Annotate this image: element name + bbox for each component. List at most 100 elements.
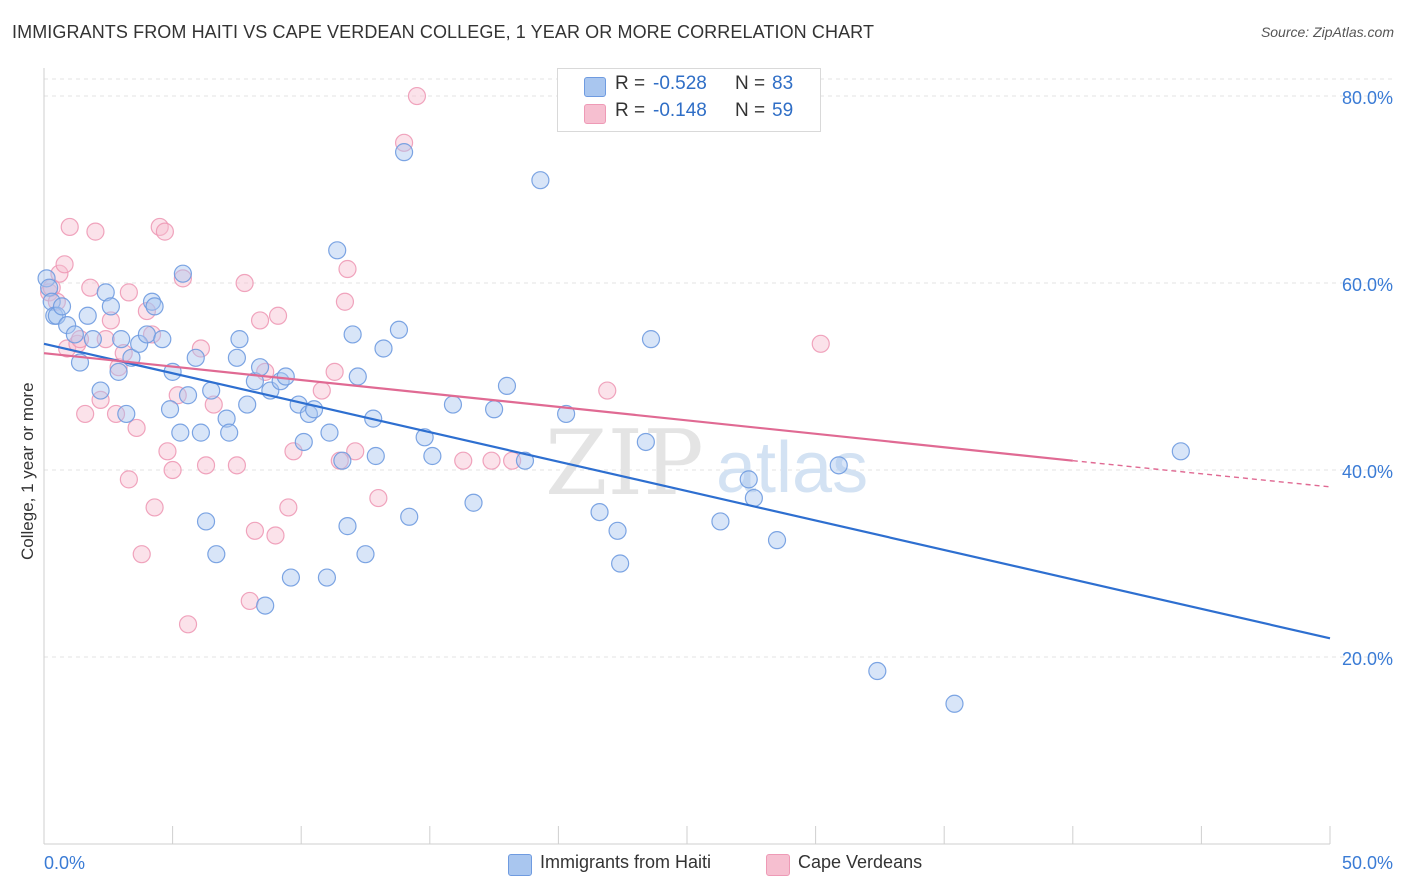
haiti-point [464,493,483,512]
haiti-point [65,325,84,344]
haiti-point [256,596,275,615]
haiti-point [343,325,362,344]
y-tick-labels: 20.0% 40.0% 60.0% 80.0% [1342,88,1393,669]
legend-r-label: R = [615,100,646,121]
cape-verdeans-point [250,311,270,330]
haiti-point [83,330,102,349]
haiti-point [238,395,257,414]
haiti-point [531,171,550,190]
haiti-point [78,306,97,325]
haiti-point [338,517,357,536]
y-tick-label: 40.0% [1342,462,1393,482]
haiti-point [317,568,337,587]
y-tick-label: 20.0% [1342,649,1393,669]
haiti-point [711,512,730,531]
cape-verdeans-point [268,306,288,325]
haiti-point [220,423,239,442]
haiti-point [739,470,758,489]
haiti-point [186,348,205,367]
haiti-point [202,381,221,400]
cape-verdeans-trend-line [43,352,1073,462]
haiti-point [109,362,128,381]
bottom-legend-label: Immigrants from Haiti [540,852,712,872]
haiti-point [641,330,661,349]
haiti-point [230,330,249,349]
haiti-point [250,358,270,377]
cape-verdeans-point [96,330,115,349]
haiti-point [281,568,301,587]
cape-verdeans-point [346,442,365,461]
haiti-point [636,432,655,452]
haiti-point [173,264,192,283]
haiti-point [868,661,887,681]
x-tick-labels: 0.0% 50.0% [44,853,1393,873]
correlation-legend: R = -0.528 N = 83 R = -0.148 N = 59 [557,68,821,132]
haiti-point [333,451,352,470]
haiti-point [227,348,246,367]
cape-verdeans-point [173,269,192,288]
legend-n-label: N = [735,100,766,121]
haiti-point [112,330,131,349]
cape-verdeans-point [163,460,182,480]
cape-verdeans-point [106,404,126,424]
cape-verdeans-point [145,498,164,517]
haiti-point [485,400,504,419]
haiti-point [276,367,295,386]
cape-verdeans-point [482,451,501,470]
haiti-trend-line [43,342,1331,640]
cape-verdeans-point [178,615,198,634]
cape-verdeans-trend-extension [1072,459,1331,488]
cape-verdeans-point [240,591,259,611]
haiti-point [137,325,156,344]
cape-verdeans-point [119,470,138,489]
haiti-point [207,545,226,564]
cape-verdeans-point [204,395,223,414]
legend-n-value: 59 [772,100,794,121]
haiti-points [37,143,1190,713]
haiti-point [557,404,576,424]
haiti-point [320,423,339,442]
y-tick-label: 60.0% [1342,275,1393,295]
cape-verdeans-point [119,283,138,302]
haiti-point [117,404,136,424]
cape-verdeans-point [168,386,187,405]
haiti-point [443,395,463,414]
cape-verdeans-point [407,86,427,106]
bottom-legend-swatch-blue [508,854,532,876]
haiti-point [196,512,216,531]
cape-verdeans-point [325,362,344,381]
cape-verdeans-point [279,498,298,517]
haiti-point [829,456,848,475]
cape-verdeans-point [142,325,162,344]
cape-verdeans-point [76,404,95,424]
cape-verdeans-point [101,311,120,330]
cape-verdeans-point [338,259,357,279]
legend-n-label: N = [735,73,766,94]
cape-verdeans-point [127,418,146,438]
haiti-point [945,694,964,713]
cape-verdeans-point [394,133,414,152]
haiti-point [101,297,120,316]
cape-verdeans-point [598,381,617,400]
haiti-point [245,372,265,391]
haiti-point [52,297,72,316]
cape-verdeans-points [40,86,830,634]
haiti-point [348,367,367,386]
haiti-point [96,283,115,302]
cape-verdeans-point [245,521,265,540]
cape-verdeans-point [454,451,473,470]
haiti-point [145,297,164,316]
cape-verdeans-point [503,451,522,470]
x-tick-label: 0.0% [44,853,85,873]
haiti-point [1171,442,1190,461]
legend-r-value: -0.148 [653,100,707,121]
cape-verdeans-point [266,526,285,545]
haiti-point [58,316,77,335]
haiti-point [366,446,385,466]
watermark-atlas: atlas [716,428,868,508]
cape-verdeans-point [191,339,210,358]
bottom-legend-label: Cape Verdeans [798,852,923,872]
cape-verdeans-point [811,334,830,353]
haiti-point [171,423,190,442]
haiti-point [294,432,313,452]
